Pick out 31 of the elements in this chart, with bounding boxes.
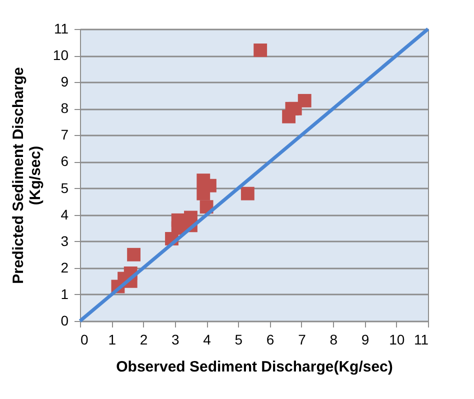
x-tick-label: 11	[414, 332, 429, 348]
y-tick-label: 1	[60, 286, 69, 302]
y-tick-label: 9	[60, 74, 69, 90]
x-tick-label: 9	[361, 332, 370, 348]
x-tick-label: 3	[172, 332, 180, 348]
y-tick-label: 7	[60, 126, 69, 143]
y-axis-title: Predicted Sediment Discharge (Kg/sec)	[10, 67, 44, 284]
point	[127, 248, 140, 262]
y-tick-label: 2	[60, 259, 69, 276]
y-tick-label: 10	[52, 47, 69, 64]
x-tick-label: 7	[298, 332, 306, 348]
x-tick-label: 4	[203, 332, 212, 348]
x-tick-label: 5	[234, 332, 243, 348]
point	[254, 44, 268, 57]
y-tick-label: 0	[60, 312, 69, 328]
y-tick-label: 3	[60, 232, 69, 249]
y-tick-label: 8	[60, 100, 69, 116]
x-tick-label: 1	[108, 332, 116, 348]
x-tick-label: 8	[330, 332, 338, 348]
x-axis-title: Observed Sediment Discharge(Kg/sec)	[116, 358, 393, 376]
x-tick-label: 2	[140, 332, 148, 348]
point	[298, 94, 312, 108]
point	[240, 186, 254, 200]
point	[171, 213, 185, 227]
y-tick-label: 4	[60, 206, 69, 222]
x-tick-label: 0	[80, 332, 88, 348]
x-tick-label: 10	[389, 332, 405, 348]
x-tick-label: 6	[266, 332, 274, 348]
y-tick-label: 6	[60, 153, 69, 170]
y-tick-label: 5	[60, 180, 69, 196]
y-tick-label: 11	[54, 20, 69, 36]
